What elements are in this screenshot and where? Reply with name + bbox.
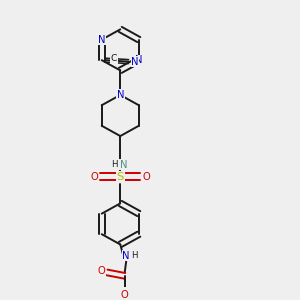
Text: N: N [135,55,142,65]
Text: O: O [121,290,129,300]
Text: O: O [90,172,98,182]
Text: H: H [111,160,118,169]
Text: N: N [116,90,124,100]
Text: H: H [131,251,138,260]
Text: O: O [98,266,105,276]
Text: N: N [131,57,139,67]
Text: S: S [117,172,124,182]
Text: O: O [142,172,150,182]
Text: C: C [111,54,118,63]
Text: N: N [120,160,127,170]
Text: N: N [122,251,130,261]
Text: N: N [98,34,106,45]
